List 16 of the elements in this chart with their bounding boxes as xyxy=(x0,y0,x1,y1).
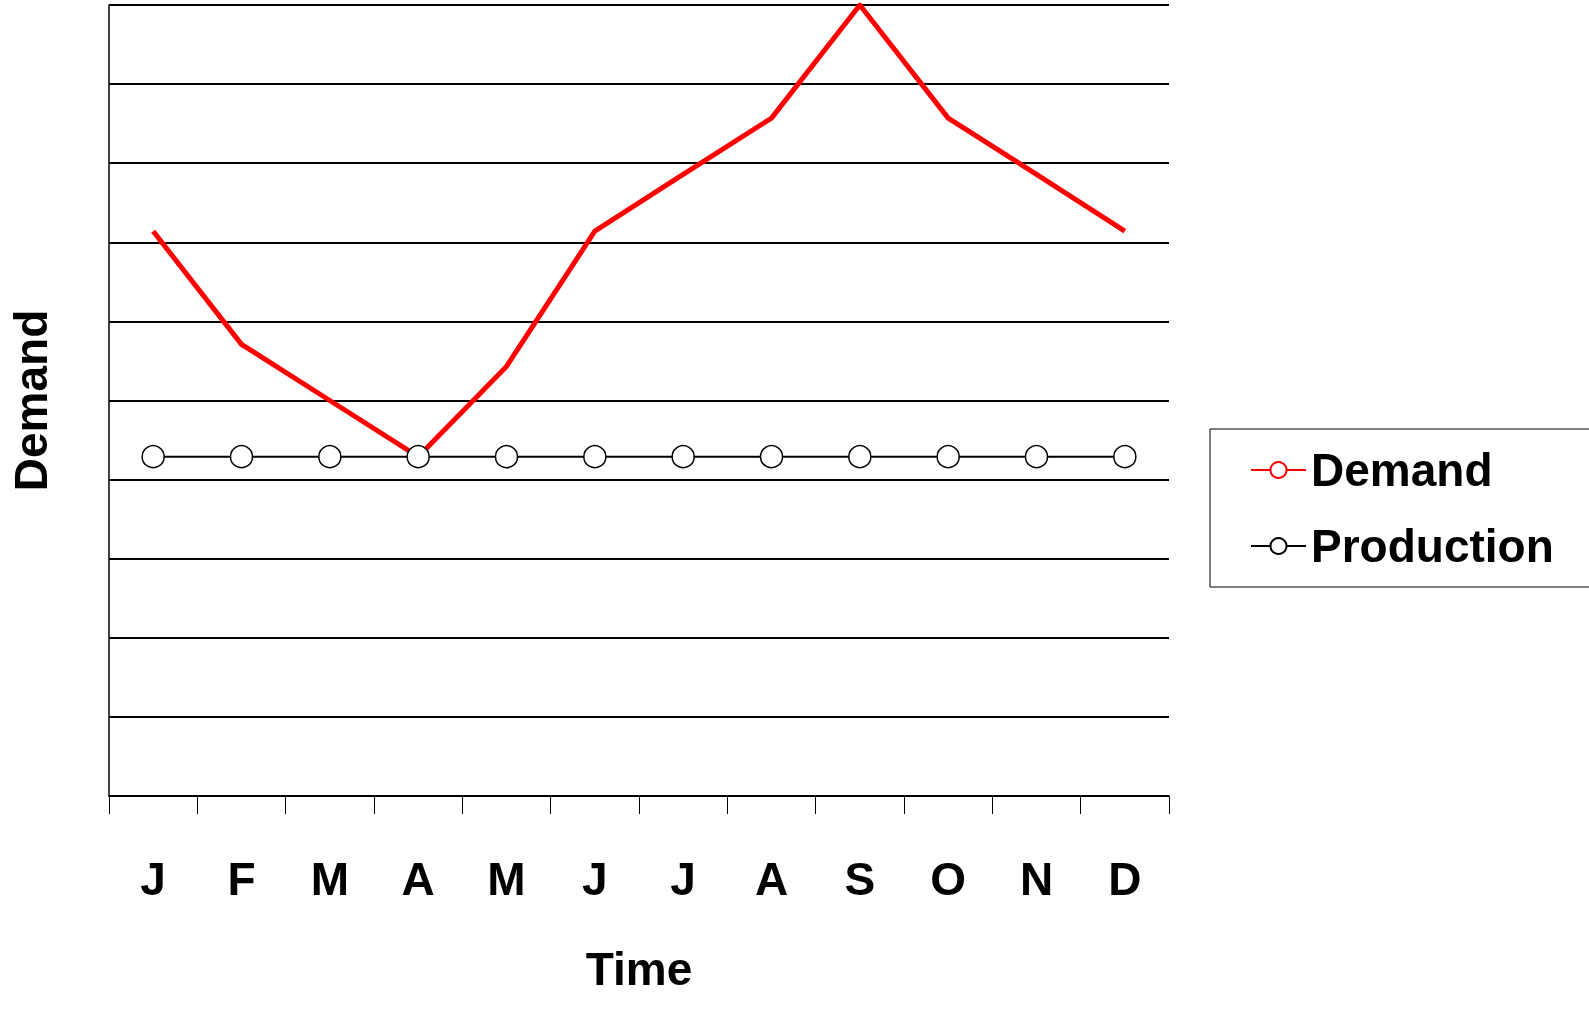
x-tick-label: J xyxy=(140,853,166,905)
x-tick-label: O xyxy=(930,853,967,905)
x-tick-label: D xyxy=(1108,853,1142,905)
x-tick-label: A xyxy=(401,853,435,905)
x-tick-label: M xyxy=(487,853,526,905)
x-tick-label: A xyxy=(754,853,789,905)
y-axis-title: Demand xyxy=(5,309,57,492)
legend-label: Demand xyxy=(1311,444,1493,496)
x-tick-label: F xyxy=(227,853,256,905)
x-tick-label: J xyxy=(582,853,608,905)
x-tick-label: N xyxy=(1019,853,1054,905)
legend-label: Production xyxy=(1311,520,1554,572)
x-tick-label: J xyxy=(670,853,696,905)
x-tick-label: M xyxy=(310,853,349,905)
x-axis-title: Time xyxy=(585,943,693,995)
x-tick-label: S xyxy=(844,853,876,905)
